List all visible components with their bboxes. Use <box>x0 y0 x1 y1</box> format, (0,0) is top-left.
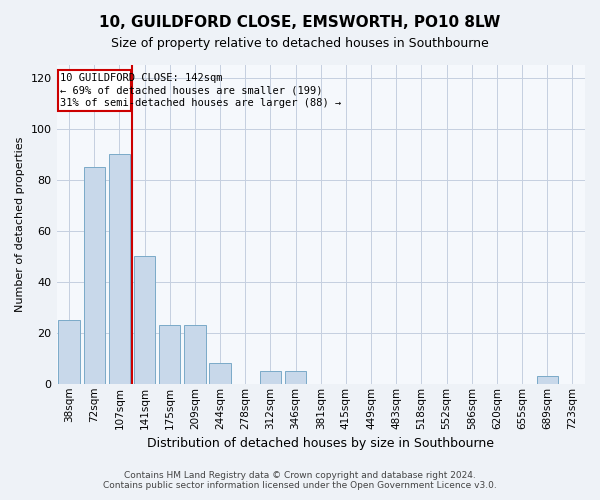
Y-axis label: Number of detached properties: Number of detached properties <box>15 136 25 312</box>
Bar <box>209 364 231 384</box>
X-axis label: Distribution of detached houses by size in Southbourne: Distribution of detached houses by size … <box>147 437 494 450</box>
FancyBboxPatch shape <box>58 70 131 111</box>
Bar <box>109 154 130 384</box>
Bar <box>285 371 307 384</box>
Text: Contains HM Land Registry data © Crown copyright and database right 2024.
Contai: Contains HM Land Registry data © Crown c… <box>103 470 497 490</box>
Bar <box>83 167 105 384</box>
Bar <box>159 325 181 384</box>
Bar <box>184 325 206 384</box>
Bar <box>134 256 155 384</box>
Text: 10, GUILDFORD CLOSE, EMSWORTH, PO10 8LW: 10, GUILDFORD CLOSE, EMSWORTH, PO10 8LW <box>100 15 500 30</box>
Bar <box>58 320 80 384</box>
Bar <box>260 371 281 384</box>
Text: ← 69% of detached houses are smaller (199): ← 69% of detached houses are smaller (19… <box>61 86 323 96</box>
Bar <box>536 376 558 384</box>
Text: 10 GUILDFORD CLOSE: 142sqm: 10 GUILDFORD CLOSE: 142sqm <box>61 72 223 83</box>
Text: 31% of semi-detached houses are larger (88) →: 31% of semi-detached houses are larger (… <box>61 98 341 108</box>
Text: Size of property relative to detached houses in Southbourne: Size of property relative to detached ho… <box>111 38 489 51</box>
